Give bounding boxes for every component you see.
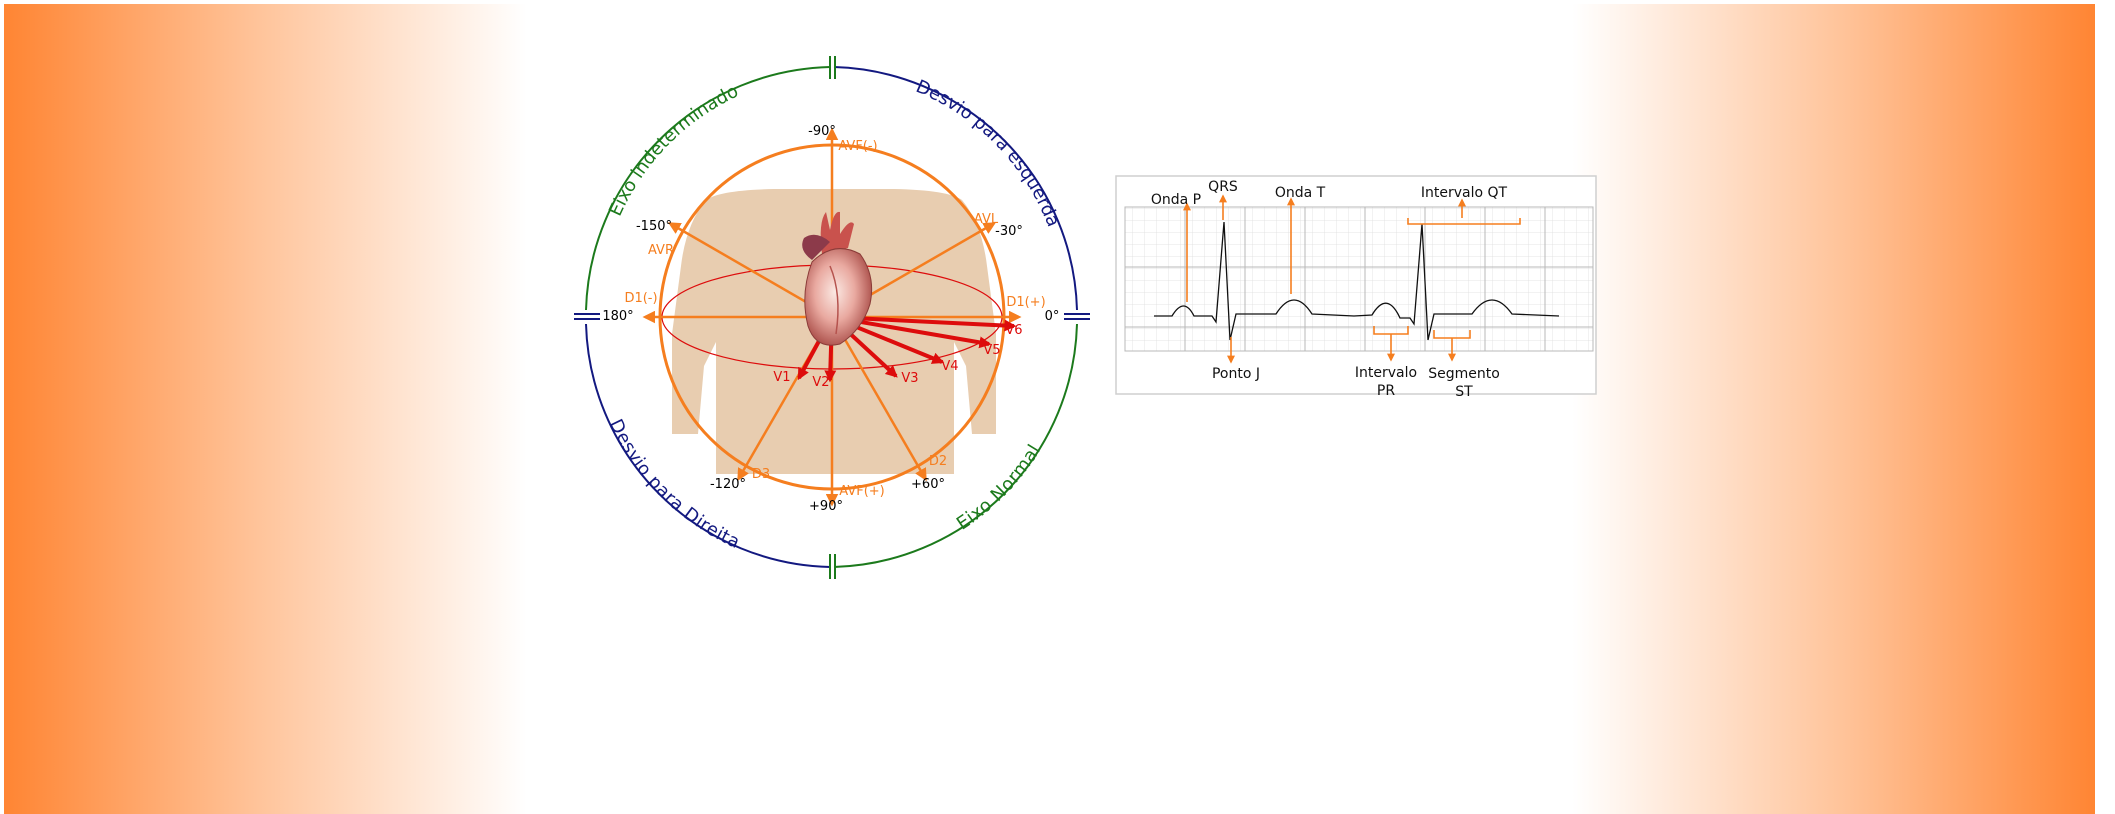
precordial-label: V2 — [812, 375, 829, 390]
degree-label: 0° — [1045, 309, 1060, 324]
page-background: -90° -30° 0° +60° +90° -120° 180° -150° … — [4, 4, 2095, 814]
degree-labels: -90° -30° 0° +60° +90° -120° 180° -150° — [602, 124, 1059, 514]
ecg-panel: Onda P QRS Onda T Intervalo QT Ponto J I… — [1115, 175, 1597, 400]
heart-illustration — [802, 211, 873, 346]
degree-label: -30° — [995, 224, 1023, 239]
ecg-trace — [1154, 221, 1560, 341]
lead-label: D1(+) — [1006, 295, 1045, 310]
lead-label: AVR — [648, 243, 674, 258]
lead-arrow-d2 — [830, 316, 927, 482]
precordial-label: V5 — [983, 343, 1000, 358]
degree-label: +60° — [911, 477, 945, 492]
ecg-grid-major — [1124, 206, 1594, 352]
label-intervalo-qt: Intervalo QT — [1421, 185, 1508, 201]
label-segmento-st-line2: ST — [1455, 384, 1473, 400]
label-intervalo-pr-line1: Intervalo — [1355, 365, 1417, 381]
label-qrs: QRS — [1208, 179, 1238, 195]
precordial-label: V6 — [1005, 323, 1022, 338]
quadrant-label-normal: Eixo Normal — [953, 441, 1045, 535]
precordial-labels: V1 V2 V3 V4 V5 V6 — [773, 323, 1022, 390]
label-ponto-j: Ponto J — [1212, 366, 1260, 382]
label-segmento-st-line1: Segmento — [1428, 366, 1500, 382]
quadrant-arcs — [574, 56, 1090, 579]
ecg-grid — [1125, 207, 1593, 351]
ecg-labels: Onda P QRS Onda T Intervalo QT Ponto J I… — [1151, 179, 1508, 400]
degree-label: -90° — [808, 124, 836, 139]
lead-labels: AVF(-) AVL D1(+) D2 AVF(+) D3 D1(-) AVR — [624, 139, 1045, 499]
degree-label: 180° — [602, 309, 633, 324]
lead-label: AVL — [974, 212, 999, 227]
label-intervalo-pr-line2: PR — [1377, 383, 1395, 399]
degree-label: -150° — [636, 219, 672, 234]
precordial-label: V3 — [901, 371, 918, 386]
heart-axis-diagram: -90° -30° 0° +60° +90° -120° 180° -150° … — [574, 56, 1597, 579]
degree-label: +90° — [809, 499, 843, 514]
degree-label: -120° — [710, 477, 746, 492]
precordial-label: V4 — [941, 359, 958, 374]
lead-label: AVF(-) — [838, 139, 877, 154]
label-onda-t: Onda T — [1275, 185, 1326, 201]
ecg-annotation-arrows — [1183, 194, 1521, 364]
lead-label: D2 — [929, 454, 947, 469]
lead-label: D3 — [752, 467, 770, 482]
precordial-label: V1 — [773, 370, 790, 385]
lead-label: D1(-) — [624, 291, 657, 306]
lead-label: AVF(+) — [839, 484, 884, 499]
label-onda-p: Onda P — [1151, 192, 1201, 208]
